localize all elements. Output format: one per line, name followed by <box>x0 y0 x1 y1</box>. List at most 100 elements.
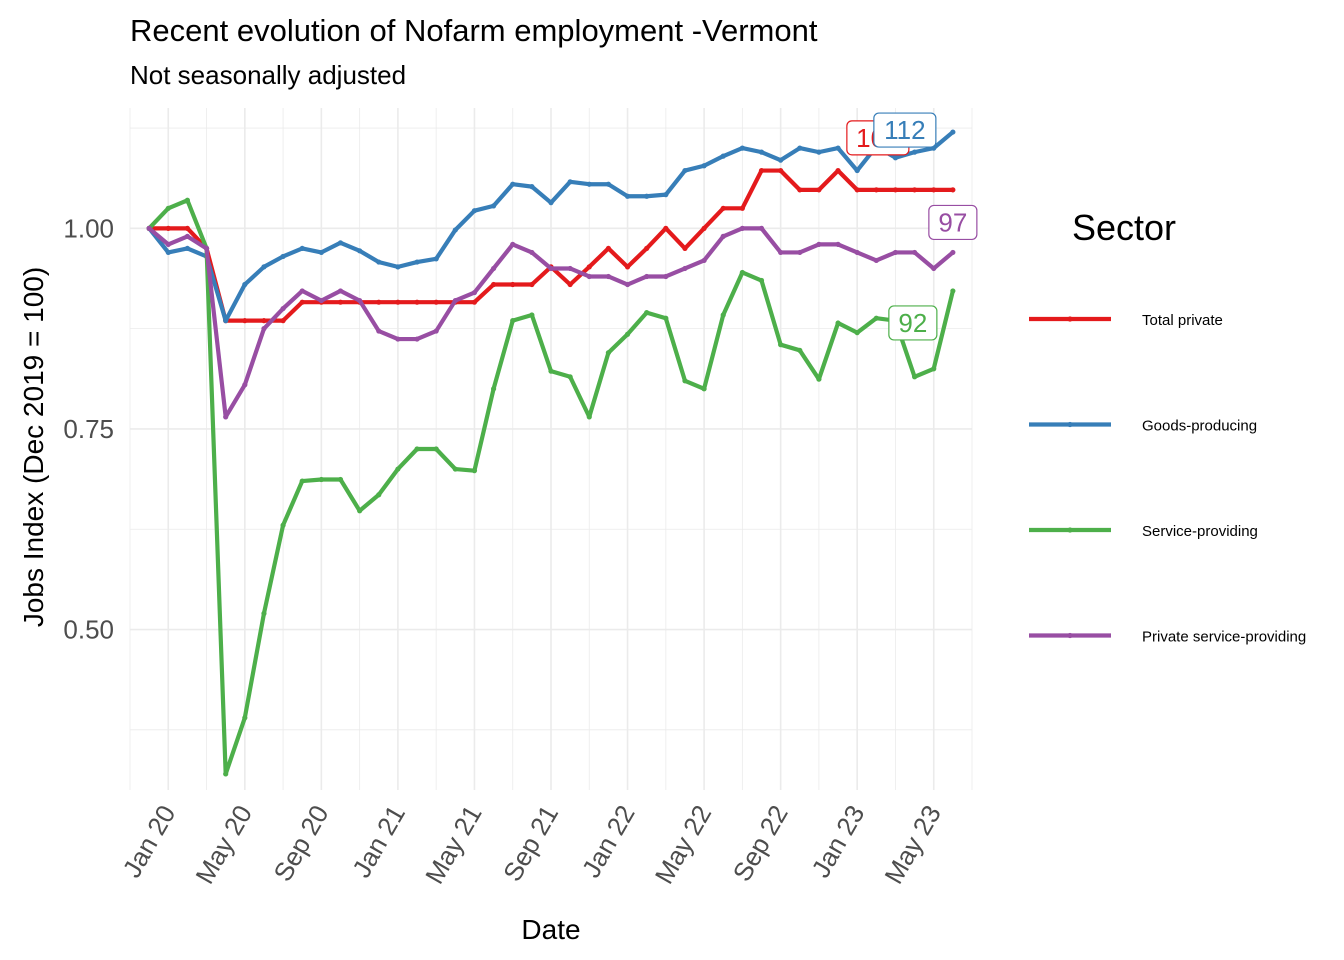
data-point <box>376 299 382 305</box>
data-point <box>548 200 554 206</box>
data-point <box>739 225 745 231</box>
data-point <box>548 368 554 374</box>
data-point <box>471 299 478 305</box>
x-tick-label: May 20 <box>189 800 258 889</box>
legend-label: Goods-producing <box>1142 418 1257 435</box>
data-point <box>395 466 401 472</box>
end-label-value: 92 <box>898 308 927 338</box>
data-point <box>605 245 612 252</box>
data-point <box>242 281 248 288</box>
data-point <box>223 771 229 777</box>
data-point <box>567 374 573 380</box>
legend-key-point <box>1067 527 1073 533</box>
data-point <box>911 374 918 380</box>
end-label-value: 112 <box>884 115 925 145</box>
data-point <box>854 187 860 193</box>
data-point <box>854 330 860 336</box>
data-point <box>663 315 669 321</box>
data-point <box>337 288 344 294</box>
data-point <box>414 336 420 342</box>
data-point <box>701 225 707 231</box>
data-point <box>644 310 650 316</box>
data-point <box>816 187 822 193</box>
data-point <box>797 187 803 193</box>
data-point <box>318 249 324 256</box>
y-tick-label: 0.50 <box>63 615 114 645</box>
data-point <box>701 163 707 169</box>
chart-subtitle: Not seasonally adjusted <box>130 60 406 90</box>
end-label: 92 <box>888 305 938 341</box>
end-labels: 1051129297 <box>846 112 978 341</box>
data-point <box>299 478 305 484</box>
data-point <box>644 245 650 252</box>
data-point <box>873 257 879 264</box>
data-point <box>165 241 171 247</box>
data-point <box>261 264 267 270</box>
data-point <box>835 241 841 247</box>
legend-key-point <box>1067 421 1073 428</box>
data-point <box>605 181 612 187</box>
data-point <box>318 297 324 304</box>
data-point <box>624 331 631 337</box>
data-point <box>663 192 669 198</box>
data-point <box>835 167 841 174</box>
data-point <box>337 299 344 305</box>
data-point <box>529 249 535 256</box>
data-point <box>816 149 822 155</box>
data-point <box>624 193 631 199</box>
data-point <box>452 297 458 304</box>
data-point <box>414 299 420 305</box>
data-point <box>490 265 497 272</box>
series-lines <box>146 129 956 777</box>
data-point <box>414 259 420 265</box>
data-point <box>816 241 822 247</box>
chart-title: Recent evolution of Nofarm employment -V… <box>130 13 818 48</box>
data-point <box>663 225 669 231</box>
data-point <box>376 492 382 498</box>
data-point <box>510 281 516 288</box>
data-point <box>357 297 363 304</box>
y-axis-title: Jobs Index (Dec 2019 = 100) <box>18 267 49 627</box>
data-point <box>931 366 937 372</box>
end-label-box <box>873 112 937 148</box>
data-point <box>223 318 229 324</box>
data-point <box>797 347 803 353</box>
x-axis-ticks: Jan 20 May 20 Sep 20 Jan 21 May 21 Sep 21 Jan … <box>116 800 946 889</box>
data-point <box>567 179 573 185</box>
data-point <box>758 167 765 174</box>
data-point <box>758 149 765 155</box>
data-point <box>357 248 363 254</box>
data-point <box>184 197 191 203</box>
data-point <box>203 245 210 252</box>
data-point <box>854 167 860 174</box>
x-tick-label: Jan 23 <box>805 800 870 883</box>
data-point <box>739 145 745 151</box>
data-point <box>184 225 191 231</box>
data-point <box>816 376 822 382</box>
data-point <box>242 382 248 388</box>
data-point <box>280 522 286 528</box>
legend-title: Sector <box>1072 207 1176 248</box>
data-point <box>261 610 267 617</box>
x-tick-label: Jan 22 <box>576 800 641 883</box>
data-point <box>280 253 286 260</box>
data-point <box>720 205 726 211</box>
data-point <box>490 386 497 392</box>
legend-key-point <box>1067 316 1073 322</box>
data-point <box>433 256 439 262</box>
data-point <box>414 446 420 452</box>
data-point <box>395 264 401 270</box>
x-tick-label: Jan 21 <box>346 800 411 883</box>
data-point <box>835 145 841 151</box>
data-point <box>337 240 344 246</box>
data-point <box>778 157 784 163</box>
data-point <box>835 320 841 326</box>
end-label: 97 <box>928 204 978 241</box>
data-point <box>376 259 382 265</box>
data-point <box>682 378 688 384</box>
data-point <box>529 312 535 318</box>
data-point <box>854 249 860 256</box>
end-label-box <box>928 204 978 241</box>
data-point <box>892 249 899 256</box>
